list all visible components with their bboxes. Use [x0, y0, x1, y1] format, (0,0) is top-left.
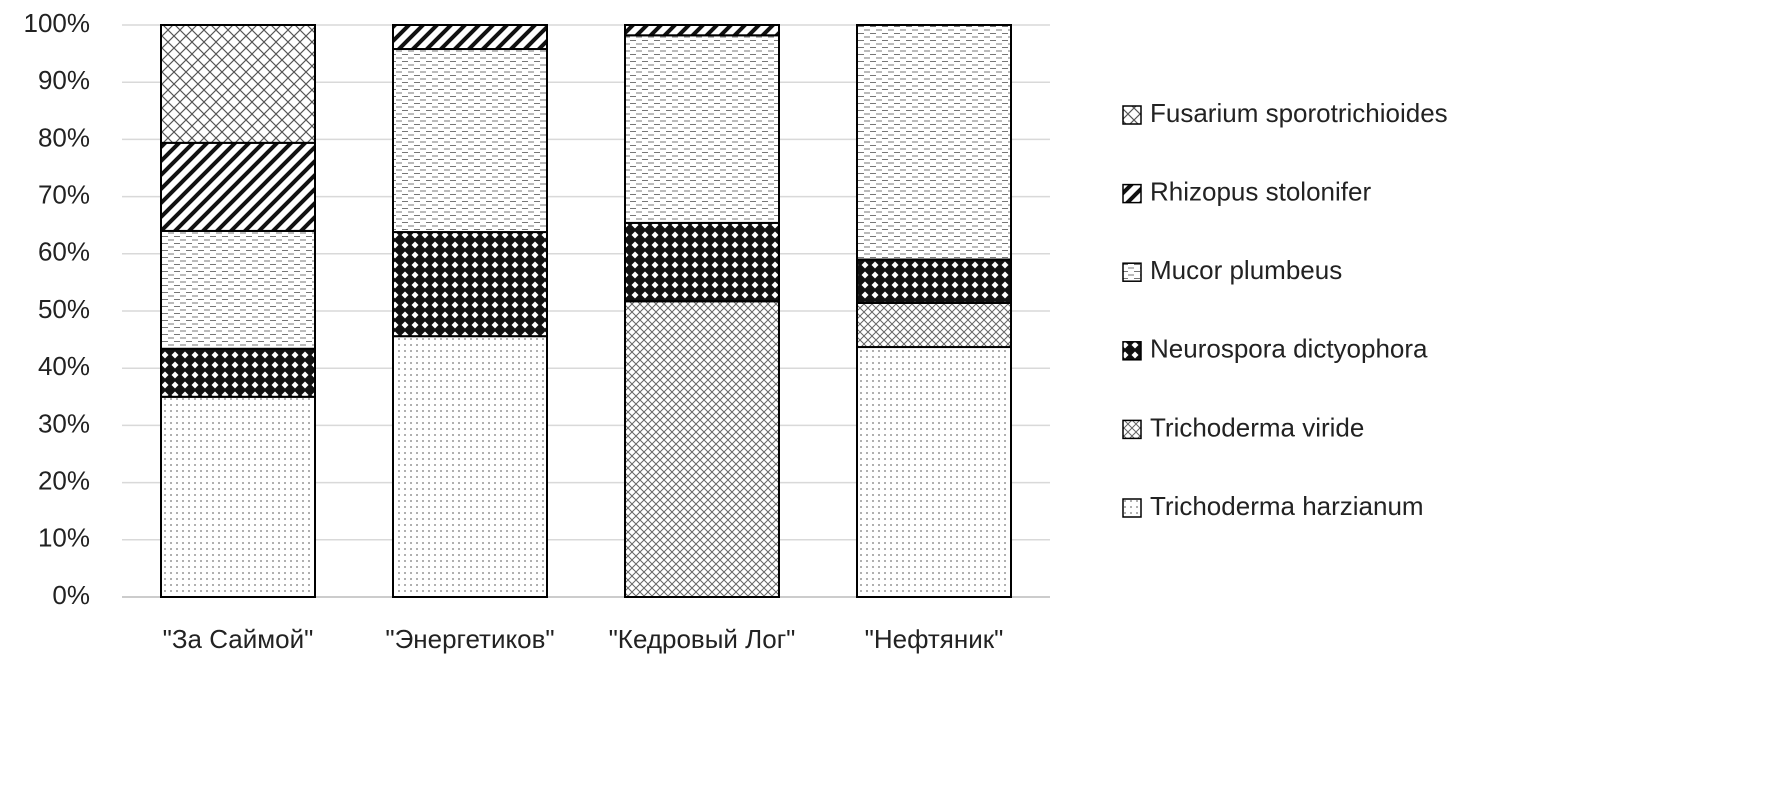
bar-segment — [160, 395, 316, 598]
bar-segment — [856, 346, 1012, 599]
legend-swatch — [1122, 262, 1142, 282]
bar-segment — [392, 48, 548, 234]
legend-label: Trichoderma harzianum — [1150, 491, 1424, 521]
bar-segment — [392, 231, 548, 338]
bar-segment — [624, 221, 780, 303]
y-tick-label: 100% — [24, 8, 91, 38]
bar-segment — [160, 141, 316, 232]
legend-label: Trichoderma viride — [1150, 412, 1364, 442]
x-tick-label: "За Саймой" — [163, 624, 314, 654]
bar-segment — [392, 24, 548, 51]
y-tick-label: 20% — [38, 465, 90, 495]
bar-segment — [856, 258, 1012, 304]
bar-segment — [624, 34, 780, 224]
x-tick-label: "Энергетиков" — [385, 624, 554, 654]
legend-label: Rhizopus stolonifer — [1150, 176, 1371, 206]
legend-swatch — [1122, 498, 1142, 518]
bar-segment — [624, 300, 780, 598]
y-tick-label: 70% — [38, 179, 90, 209]
bar-segment — [160, 24, 316, 144]
bar-segment — [624, 24, 780, 37]
x-tick-label: "Нефтяник" — [865, 624, 1004, 654]
y-tick-label: 40% — [38, 351, 90, 381]
legend-label: Neurospora dictyophora — [1150, 334, 1428, 364]
y-tick-label: 10% — [38, 523, 90, 553]
bar-segment — [856, 24, 1012, 261]
legend-swatch — [1122, 341, 1142, 361]
y-tick-label: 30% — [38, 408, 90, 438]
y-tick-label: 90% — [38, 65, 90, 95]
y-tick-label: 0% — [52, 580, 90, 610]
y-tick-label: 80% — [38, 122, 90, 152]
legend-label: Fusarium sporotrichioides — [1150, 98, 1448, 128]
bar-segment — [160, 229, 316, 350]
x-tick-label: "Кедровый Лог" — [609, 624, 796, 654]
y-tick-label: 60% — [38, 237, 90, 267]
bar-segment — [160, 347, 316, 398]
bar-segment — [856, 301, 1012, 349]
legend-swatch — [1122, 419, 1142, 440]
bar-segment — [392, 335, 548, 598]
y-tick-label: 50% — [38, 294, 90, 324]
legend-swatch — [1122, 183, 1142, 204]
legend-label: Mucor plumbeus — [1150, 255, 1342, 285]
legend-swatch — [1122, 105, 1142, 125]
